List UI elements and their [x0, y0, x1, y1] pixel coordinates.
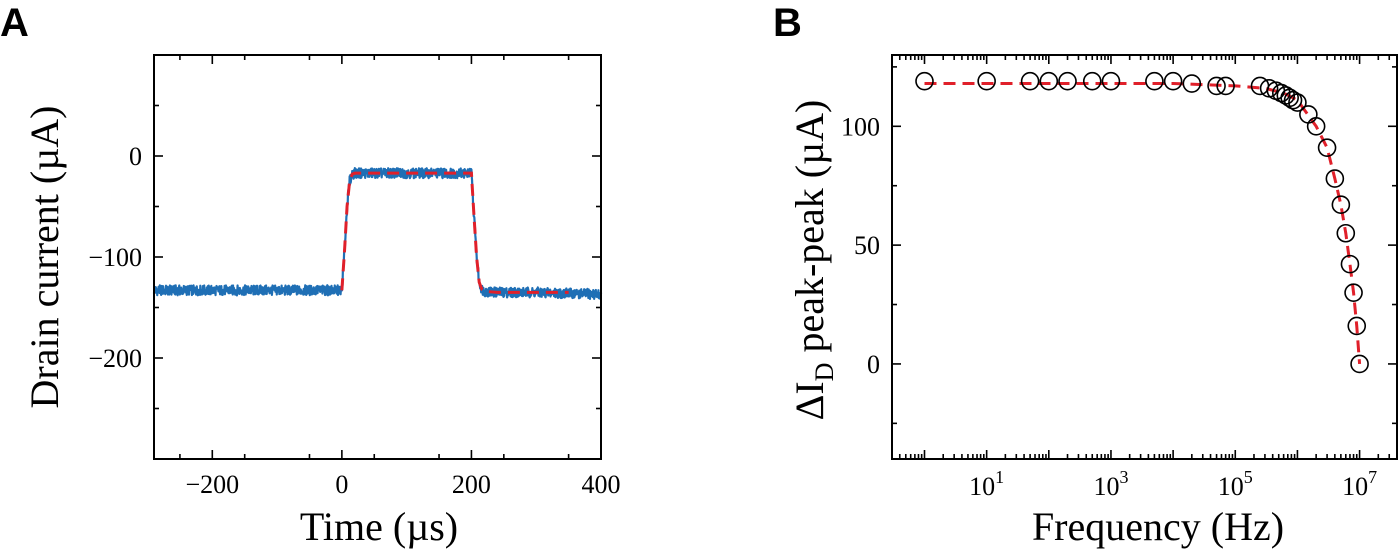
panel-b-data-point: [1145, 71, 1164, 91]
panel-b-x-tick-exponent: 5: [1244, 467, 1253, 487]
panel-b-data-point: [1306, 116, 1326, 136]
panel-b-x-tick-base: 10: [1093, 472, 1119, 501]
panel-b-x-tick-label: 105: [1218, 467, 1253, 501]
panel-b-data-point: [1288, 93, 1307, 112]
panel-b-data-point: [1317, 138, 1337, 157]
panel-b-data-point: [1340, 254, 1360, 274]
panel-b-data-point: [1082, 71, 1102, 91]
panel-a-x-tick-label: 200: [452, 470, 491, 499]
panel-b-plot-area: [915, 71, 1369, 374]
panel-a-y-tick-label: −200: [88, 344, 142, 373]
panel-b-x-tick-label: 103: [1093, 467, 1128, 501]
panel-b-y-axis-label-subscript: D: [810, 363, 839, 382]
panel-b-letter: B: [773, 1, 802, 45]
panel-b-data-point: [1039, 71, 1059, 91]
panel-b-data-point: [1336, 223, 1356, 243]
panel-b-data-point: [1325, 169, 1345, 188]
panel-b-data-point: [1216, 76, 1235, 96]
panel-b-data-point: [1347, 316, 1367, 336]
panel-b-fit-line: [924, 82, 1362, 365]
panel-a-ticks: −200 0 200 400 0 −100 −200: [88, 55, 621, 499]
panel-b-x-tick-label: 101: [969, 467, 1004, 501]
panel-a-x-axis-label: Time (µs): [300, 504, 458, 549]
panel-b-data-point: [1058, 71, 1077, 91]
panel-b-data-point: [1344, 283, 1363, 302]
panel-b-data-point: [915, 71, 934, 91]
panel-b-x-tick-base: 10: [1218, 472, 1244, 501]
panel-b-y-tick-label: 50: [854, 231, 880, 260]
panel-b-data-point: [1283, 90, 1303, 110]
panel-a-x-tick-label: −200: [185, 470, 239, 499]
panel-a-y-axis-label: Drain current (µA): [22, 106, 67, 409]
panel-a-y-tick-label: −100: [88, 243, 142, 272]
panel-b-y-axis-label-prefix: ΔI: [787, 381, 832, 420]
panel-b-data-point: [1207, 76, 1226, 96]
panel-a-x-tick-label: 0: [335, 470, 348, 499]
panel-b-y-axis-label: ΔID peak-peak (µA): [787, 100, 839, 421]
panel-b-x-tick-label: 107: [1342, 467, 1377, 501]
panel-b-x-axis-label: Frequency (Hz): [1032, 504, 1284, 549]
panel-b-x-tick-exponent: 1: [995, 467, 1004, 487]
panel-b-x-tick-exponent: 7: [1368, 467, 1377, 487]
panel-b-x-tick-base: 10: [1342, 472, 1368, 501]
panel-b-x-tick-exponent: 3: [1119, 467, 1128, 487]
panel-a-frame: [153, 54, 602, 460]
panel-b-data-point: [1020, 71, 1040, 91]
panel-b-y-tick-label: 0: [867, 350, 880, 379]
panel-b-data-point: [1350, 354, 1369, 374]
panel-a-measured-trace: [152, 167, 603, 300]
panel-a-y-tick-label: 0: [129, 142, 142, 171]
panel-b-x-tick-base: 10: [969, 472, 995, 501]
panel-a: A −200 0 200 400 0 −100 −200 Time (µs) Drain c…: [0, 1, 621, 549]
panel-b-y-tick-label: 100: [841, 112, 880, 141]
panel-a-x-tick-label: 400: [582, 470, 621, 499]
panel-a-fit-line: [340, 171, 569, 294]
panel-a-plot-area: [152, 167, 603, 300]
panel-b-data-point: [1182, 74, 1202, 93]
panel-b-data-point: [1299, 105, 1318, 124]
panel-b-y-axis-label-suffix: peak-peak (µA): [787, 100, 832, 363]
panel-b-data-point: [977, 71, 996, 91]
panel-b-data-point: [1331, 195, 1351, 215]
panel-b-data-point: [1101, 71, 1121, 91]
panel-b-data-point: [1163, 71, 1183, 91]
panel-a-letter: A: [0, 1, 29, 45]
panel-b-frame: [891, 54, 1398, 460]
